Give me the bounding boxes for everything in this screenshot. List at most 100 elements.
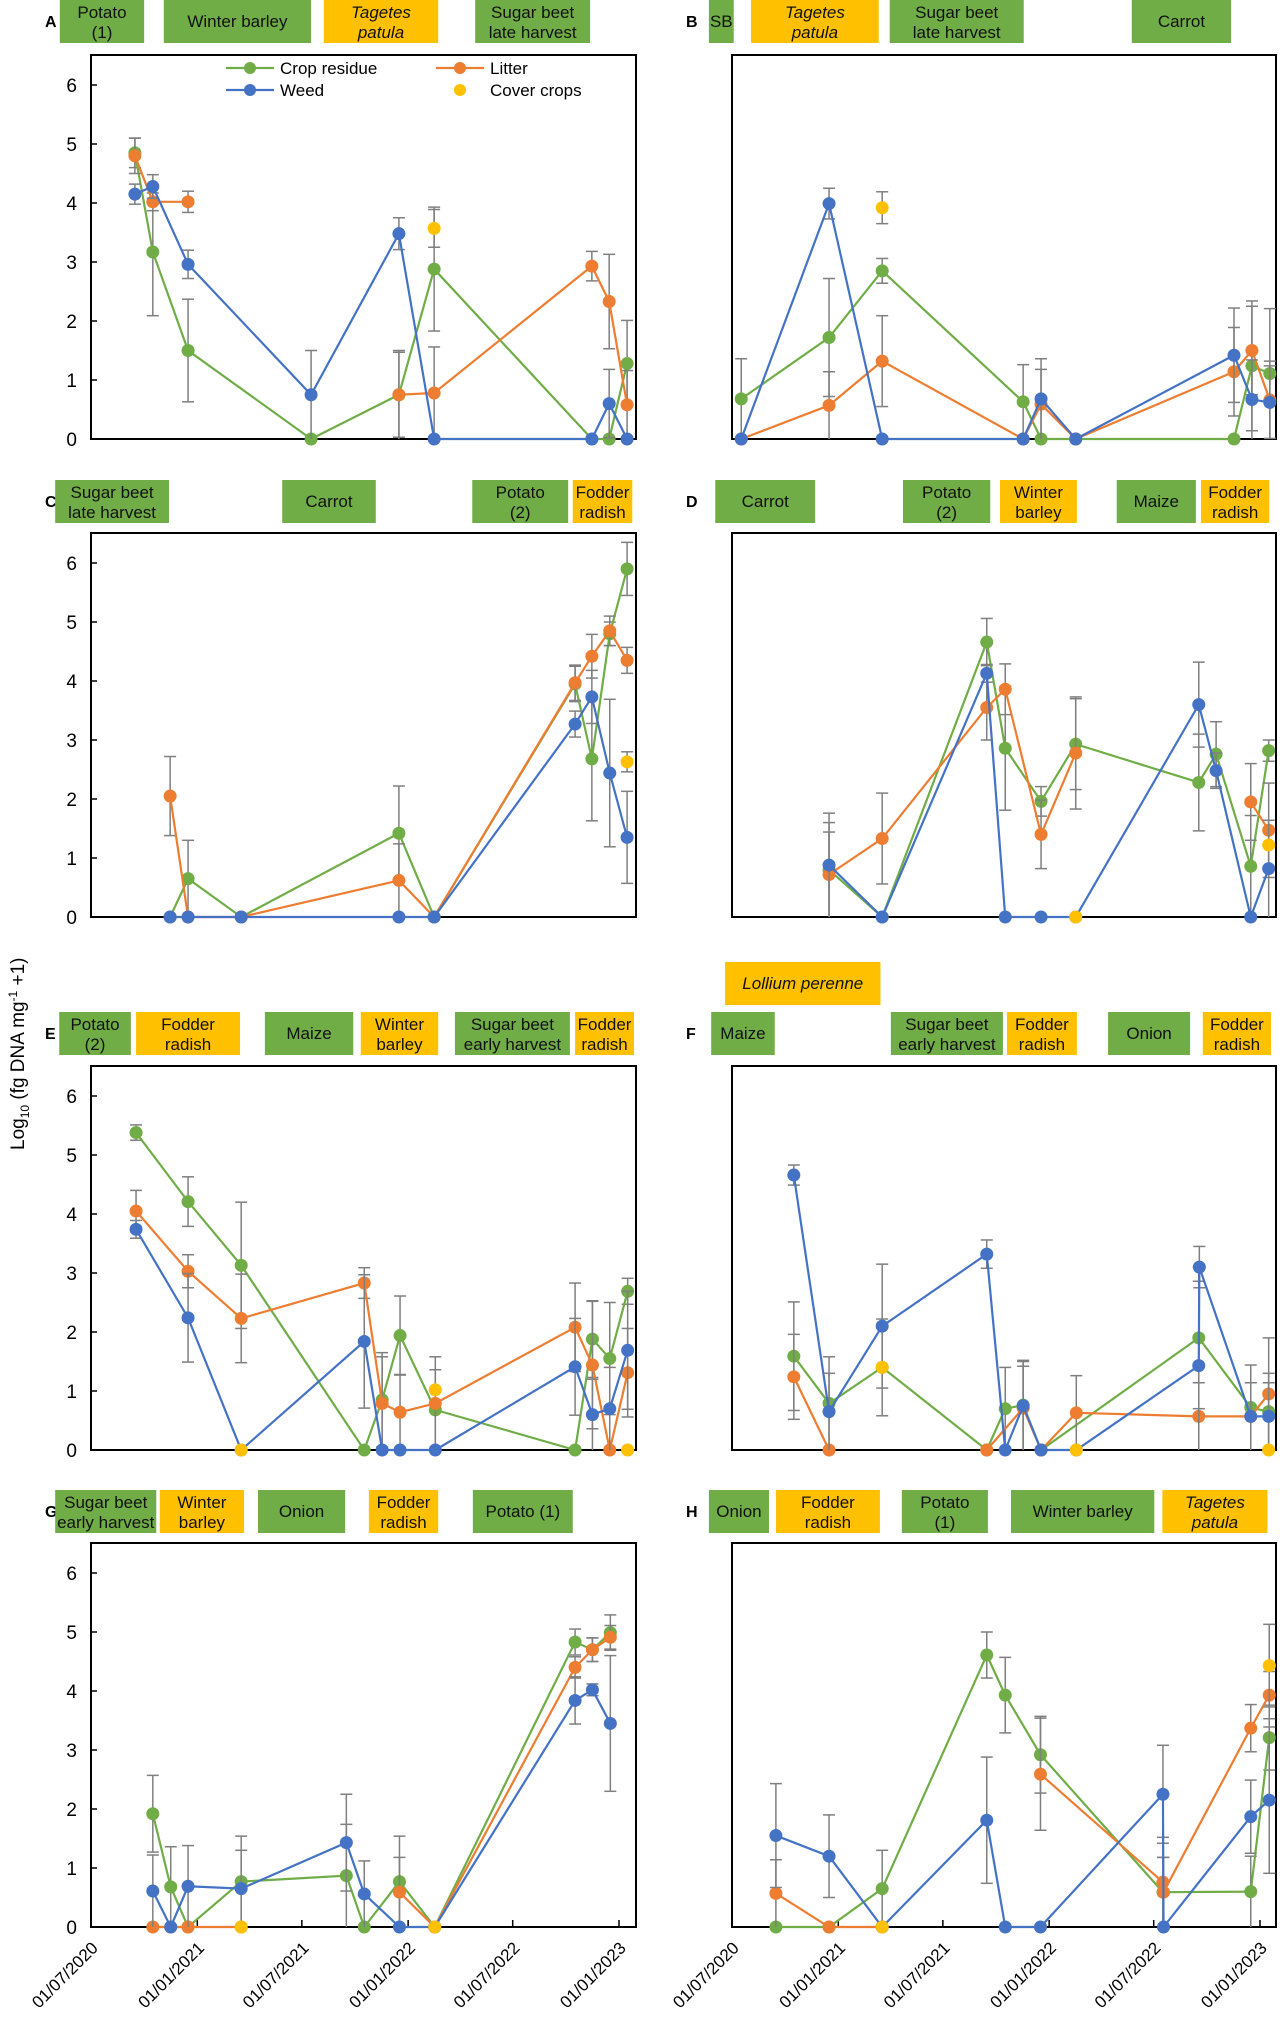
crop-band: Potato(2) [902, 480, 991, 523]
y-tick-label: 6 [66, 1564, 77, 1585]
data-point [822, 858, 836, 872]
crop-band-label: Maize [286, 1024, 331, 1043]
crop-band-label: late harvest [913, 23, 1001, 42]
data-point [1263, 395, 1277, 409]
crop-band-label: (2) [510, 503, 531, 522]
data-point [585, 1408, 599, 1422]
data-point [603, 624, 617, 638]
data-point [875, 264, 889, 278]
legend-marker [454, 62, 466, 74]
data-point [428, 1396, 442, 1410]
data-point [234, 910, 248, 924]
data-point [1016, 1399, 1030, 1413]
panel-letter: E [45, 1026, 56, 1043]
series-weed [734, 187, 1277, 446]
data-point [427, 221, 441, 235]
y-tick-label: 1 [66, 1382, 77, 1403]
data-point [875, 910, 889, 924]
x-tick-label: 01/01/2022 [986, 1938, 1060, 2012]
data-point [621, 1443, 635, 1457]
series-line [740, 199, 1270, 441]
y-tick-label: 2 [66, 790, 77, 811]
crop-band-label: Winter [177, 1493, 226, 1512]
data-point [769, 1886, 783, 1900]
data-point [181, 1195, 195, 1209]
data-point [621, 1343, 635, 1357]
y-tick-label: 5 [66, 613, 77, 634]
data-point [620, 562, 634, 576]
crop-band: Carrot [715, 480, 816, 523]
crop-band-box [454, 1012, 570, 1055]
crop-band-label: Potato [922, 483, 971, 502]
data-point [620, 356, 634, 370]
data-point [875, 1319, 889, 1333]
data-point [1245, 344, 1259, 357]
crop-band-box [708, 1490, 769, 1533]
data-point [875, 1882, 889, 1896]
series-crop-residue [734, 257, 1277, 446]
crop-band-box [55, 480, 169, 523]
x-tick-label: 01/07/2022 [450, 1938, 524, 2012]
data-point [1244, 1810, 1258, 1824]
data-point [980, 1247, 994, 1261]
y-tick-label: 0 [66, 1918, 77, 1939]
series-litter [163, 615, 634, 924]
data-point [1069, 1443, 1083, 1457]
data-point [181, 872, 195, 886]
crop-band-label: radish [1019, 1035, 1065, 1054]
data-point [181, 257, 195, 271]
y-tick-label: 2 [66, 312, 77, 333]
data-point [1244, 795, 1258, 809]
data-point [392, 826, 406, 840]
data-point [427, 910, 441, 924]
crop-band-label: Carrot [305, 492, 353, 511]
data-point [393, 1329, 407, 1343]
data-point [1244, 1885, 1258, 1899]
y-tick-label: 0 [66, 908, 77, 929]
crop-band-label: Sugar beet [915, 3, 998, 22]
data-point [129, 1126, 143, 1140]
crop-band-label: Potato [70, 1015, 119, 1034]
crop-band: Winter barley [1011, 1490, 1155, 1533]
data-point [1016, 432, 1030, 446]
data-point [1245, 392, 1259, 406]
series-cover-crops [875, 1623, 1276, 1934]
crop-band-label: barley [1015, 503, 1062, 522]
data-point [357, 1334, 371, 1348]
crop-band-label: radish [1212, 503, 1258, 522]
data-point [585, 1643, 599, 1657]
data-point [427, 432, 441, 446]
data-point [1227, 348, 1241, 362]
crop-band-label: Tagetes [785, 3, 845, 22]
data-point [568, 1660, 582, 1674]
crop-band-label: Winter barley [1033, 1502, 1134, 1521]
crop-band-box [163, 0, 312, 43]
data-point [620, 432, 634, 446]
series-cover-crops [620, 751, 634, 773]
data-point [164, 1920, 178, 1934]
data-point [1069, 910, 1083, 924]
series-litter [129, 1189, 635, 1457]
crop-band: Potato(2) [59, 1012, 131, 1055]
data-point [146, 245, 160, 259]
crop-band-box [59, 0, 145, 43]
crop-band-label: patula [357, 23, 404, 42]
series-litter [822, 663, 1276, 917]
data-point [602, 432, 616, 446]
data-point [146, 179, 160, 193]
crop-band-label: Onion [716, 1502, 761, 1521]
y-axis-label-base: Log [8, 1118, 29, 1150]
y-axis-label-sub: 10 [18, 1105, 32, 1119]
data-point [392, 873, 406, 887]
y-axis-label-end: +1) [8, 958, 29, 991]
crop-band-label: Tagetes [351, 3, 411, 22]
data-point [585, 1683, 599, 1697]
data-point [129, 1204, 143, 1218]
crop-band-label: Potato (1) [485, 1502, 560, 1521]
data-point [585, 1358, 599, 1372]
data-point [1033, 1920, 1047, 1934]
